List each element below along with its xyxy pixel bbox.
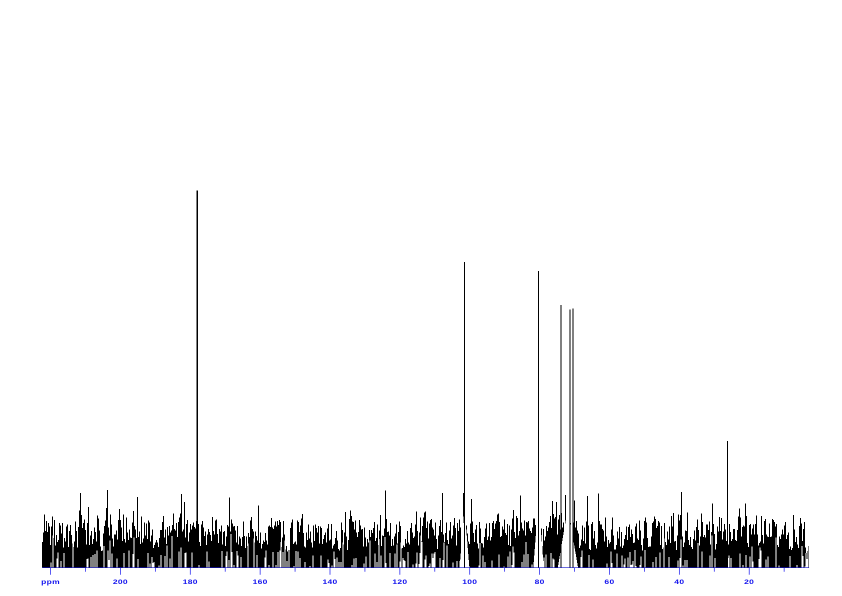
svg-text:ppm: ppm bbox=[41, 578, 60, 585]
svg-text:80: 80 bbox=[535, 578, 545, 585]
svg-text:20: 20 bbox=[744, 578, 754, 585]
svg-text:160: 160 bbox=[253, 578, 268, 585]
svg-text:140: 140 bbox=[322, 578, 337, 585]
svg-text:100: 100 bbox=[462, 578, 477, 585]
svg-text:200: 200 bbox=[113, 578, 128, 585]
svg-text:60: 60 bbox=[604, 578, 614, 585]
svg-text:180: 180 bbox=[183, 578, 198, 585]
svg-text:120: 120 bbox=[392, 578, 407, 585]
svg-text:40: 40 bbox=[674, 578, 684, 585]
